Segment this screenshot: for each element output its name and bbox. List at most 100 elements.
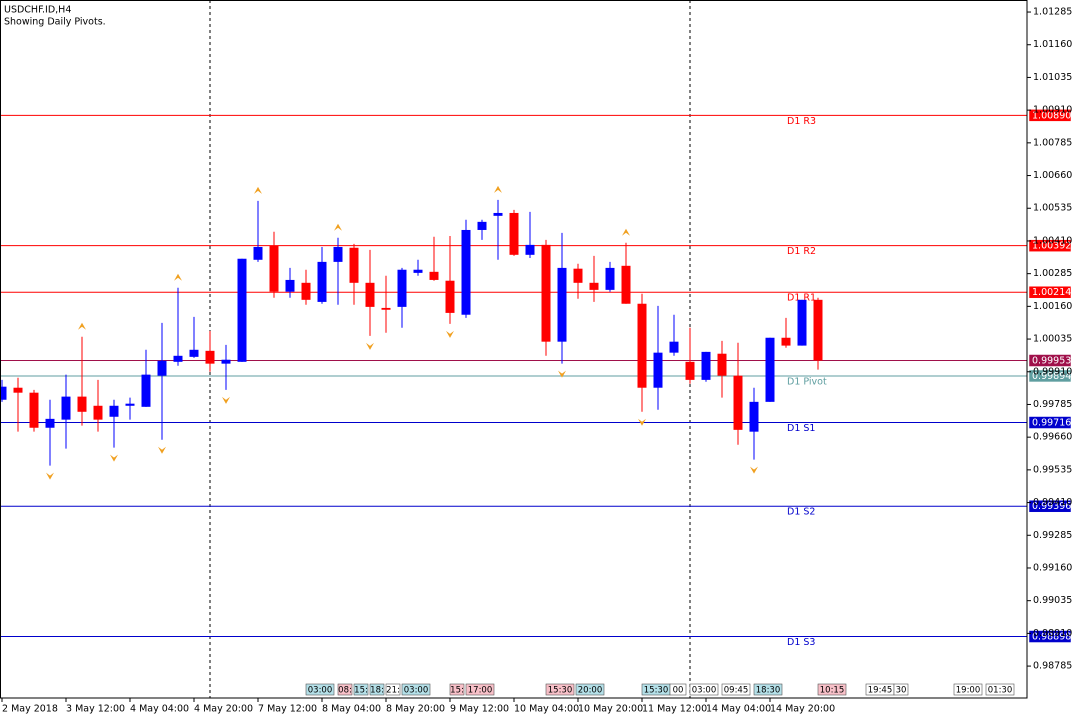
- candle-body: [637, 303, 647, 388]
- candle-body: [413, 269, 423, 273]
- fractal-down: [46, 472, 54, 480]
- candle-body: [813, 299, 823, 361]
- event-label: 00: [673, 686, 684, 696]
- x-tick-label: 10 May 04:00: [514, 704, 579, 715]
- pivot-name: D1 R2: [787, 246, 816, 257]
- x-tick-label: 9 May 12:00: [450, 704, 509, 715]
- pivot-name: D1 R1: [787, 293, 816, 304]
- overlay: 1.00890 1.00392 1.00214 0.99894 0.99716 0.993…: [305, 109, 1072, 696]
- chart-title: USDCHF.ID,H4: [4, 5, 71, 16]
- candle-body: [461, 229, 471, 315]
- y-tick-label: 1.00785: [1033, 137, 1072, 148]
- fractal-up: [334, 223, 342, 231]
- y-tick-label: 1.01035: [1033, 72, 1072, 83]
- event-label: 01:30: [988, 686, 1013, 696]
- candle-body: [701, 351, 711, 380]
- y-tick-label: 1.00160: [1033, 301, 1072, 312]
- x-tick-label: 7 May 12:00: [258, 704, 317, 715]
- y-tick-label: 1.01160: [1033, 39, 1072, 50]
- y-tick-label: 0.99910: [1033, 366, 1072, 377]
- candle-body: [493, 212, 503, 216]
- candle-body: [557, 267, 567, 342]
- x-tick-label: 8 May 04:00: [322, 704, 381, 715]
- event-box: [689, 683, 719, 696]
- candle-body: [765, 337, 775, 402]
- candle-body: [173, 355, 183, 362]
- event-box: [817, 683, 847, 696]
- event-label: 19:00: [956, 686, 981, 696]
- pivot-name: D1 R3: [787, 116, 816, 127]
- candle-body: [205, 350, 215, 364]
- event-box: [753, 683, 783, 696]
- event-box: [401, 683, 431, 696]
- candle-body: [141, 374, 151, 407]
- y-tick-label: 0.99785: [1033, 399, 1072, 410]
- event-label: 18:30: [756, 686, 781, 696]
- fractal-down: [638, 418, 646, 426]
- fractal-down: [750, 466, 758, 474]
- fractal-up: [494, 185, 502, 193]
- event-box: [353, 683, 369, 696]
- event-box: [953, 683, 983, 696]
- event-box: [545, 683, 575, 696]
- price-label: 0.99953: [1032, 356, 1071, 367]
- candle-body: [13, 387, 23, 393]
- pivot-name: D1 S1: [787, 423, 815, 434]
- fractal-down: [558, 370, 566, 378]
- price-label: 0.99716: [1032, 418, 1071, 429]
- event-box: [449, 683, 465, 696]
- event-box: [575, 683, 605, 696]
- candle-body: [525, 244, 535, 255]
- candle-body: [0, 386, 7, 400]
- candle-body: [333, 246, 343, 262]
- x-tick-label: 4 May 20:00: [194, 704, 253, 715]
- event-box: [305, 683, 335, 696]
- candle-body: [509, 212, 519, 255]
- candle-body: [653, 352, 663, 388]
- y-tick-label: 1.00910: [1033, 105, 1072, 116]
- event-label: 15:30: [548, 686, 573, 696]
- candle-body: [605, 267, 615, 290]
- pivot-name: D1 Pivot: [787, 376, 827, 387]
- candle-body: [29, 392, 39, 428]
- y-tick-label: 1.00535: [1033, 203, 1072, 214]
- candle-body: [717, 353, 727, 376]
- candle-body: [285, 279, 295, 292]
- candle-body: [749, 401, 759, 432]
- y-tick-label: 0.99285: [1033, 530, 1072, 541]
- y-tick-label: 0.98910: [1033, 628, 1072, 639]
- candle-body: [781, 337, 791, 346]
- candle-body: [621, 265, 631, 304]
- candle-body: [365, 282, 375, 307]
- candle-body: [93, 405, 103, 420]
- event-label: 03:00: [692, 686, 717, 696]
- x-tick-label: 8 May 20:00: [386, 704, 445, 715]
- y-tick-label: 0.98785: [1033, 661, 1072, 672]
- y-tick-label: 1.00410: [1033, 235, 1072, 246]
- y-tick-label: 1.00035: [1033, 334, 1072, 345]
- event-box: [369, 683, 385, 696]
- fractal-down: [222, 396, 230, 404]
- price-label: 0.99894: [1032, 371, 1071, 382]
- event-label: 17:00: [468, 686, 493, 696]
- event-box: [893, 683, 909, 696]
- candle-body: [317, 261, 327, 302]
- candle-body: [189, 349, 199, 357]
- candle-body: [237, 258, 247, 362]
- x-tick-label: 3 May 12:00: [66, 704, 125, 715]
- candle-body: [445, 280, 455, 313]
- y-tick-label: 0.99035: [1033, 595, 1072, 606]
- event-label: 15:30: [644, 686, 669, 696]
- pivot-name: D1 S3: [787, 637, 815, 648]
- price-label: 1.00392: [1032, 241, 1071, 252]
- fractal-down: [110, 454, 118, 462]
- candle-body: [125, 403, 135, 406]
- y-tick-label: 0.99160: [1033, 562, 1072, 573]
- candle-body: [253, 246, 263, 260]
- candle-body: [349, 247, 359, 283]
- fractal-down: [158, 446, 166, 454]
- event-box: [385, 683, 401, 696]
- candle-body: [685, 361, 695, 380]
- fractal-up: [254, 186, 262, 194]
- price-label-box: [1028, 630, 1072, 643]
